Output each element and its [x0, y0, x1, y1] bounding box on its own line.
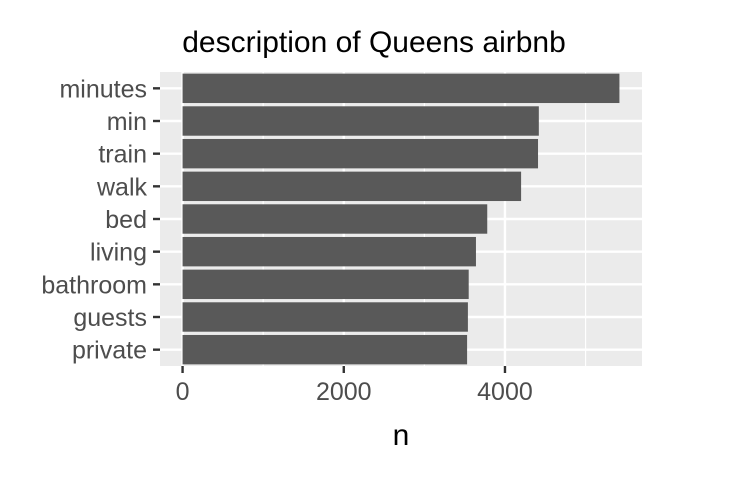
y-tick-label: walk — [96, 173, 148, 201]
y-tick-label: train — [98, 141, 147, 169]
y-tick-label: bed — [105, 206, 147, 234]
bar-private — [182, 334, 468, 365]
bar-min — [182, 106, 539, 136]
y-axis: minutes min train walk bed living bathroom gues… — [41, 75, 160, 365]
y-tick-label: min — [107, 108, 147, 136]
y-tick-label: private — [72, 337, 147, 365]
x-tick-label: 0 — [176, 378, 190, 406]
bar-bathroom — [182, 269, 469, 300]
bars — [182, 73, 620, 365]
y-tick-label: bathroom — [41, 271, 147, 299]
chart-title: description of Queens airbnb — [182, 26, 566, 59]
y-tick-label: guests — [73, 304, 147, 332]
bar-minutes — [182, 73, 620, 104]
y-tick-label: minutes — [59, 75, 147, 103]
bar-guests — [182, 302, 468, 332]
y-tick-label: living — [90, 239, 147, 267]
bar-walk — [182, 171, 522, 202]
x-tick-label: 4000 — [477, 378, 533, 406]
bar-train — [182, 138, 539, 169]
bar-bed — [182, 204, 488, 234]
x-axis-label: n — [393, 419, 410, 452]
x-tick-label: 2000 — [316, 378, 372, 406]
bar-living — [182, 236, 476, 267]
x-axis: 0 2000 4000 — [176, 366, 533, 406]
